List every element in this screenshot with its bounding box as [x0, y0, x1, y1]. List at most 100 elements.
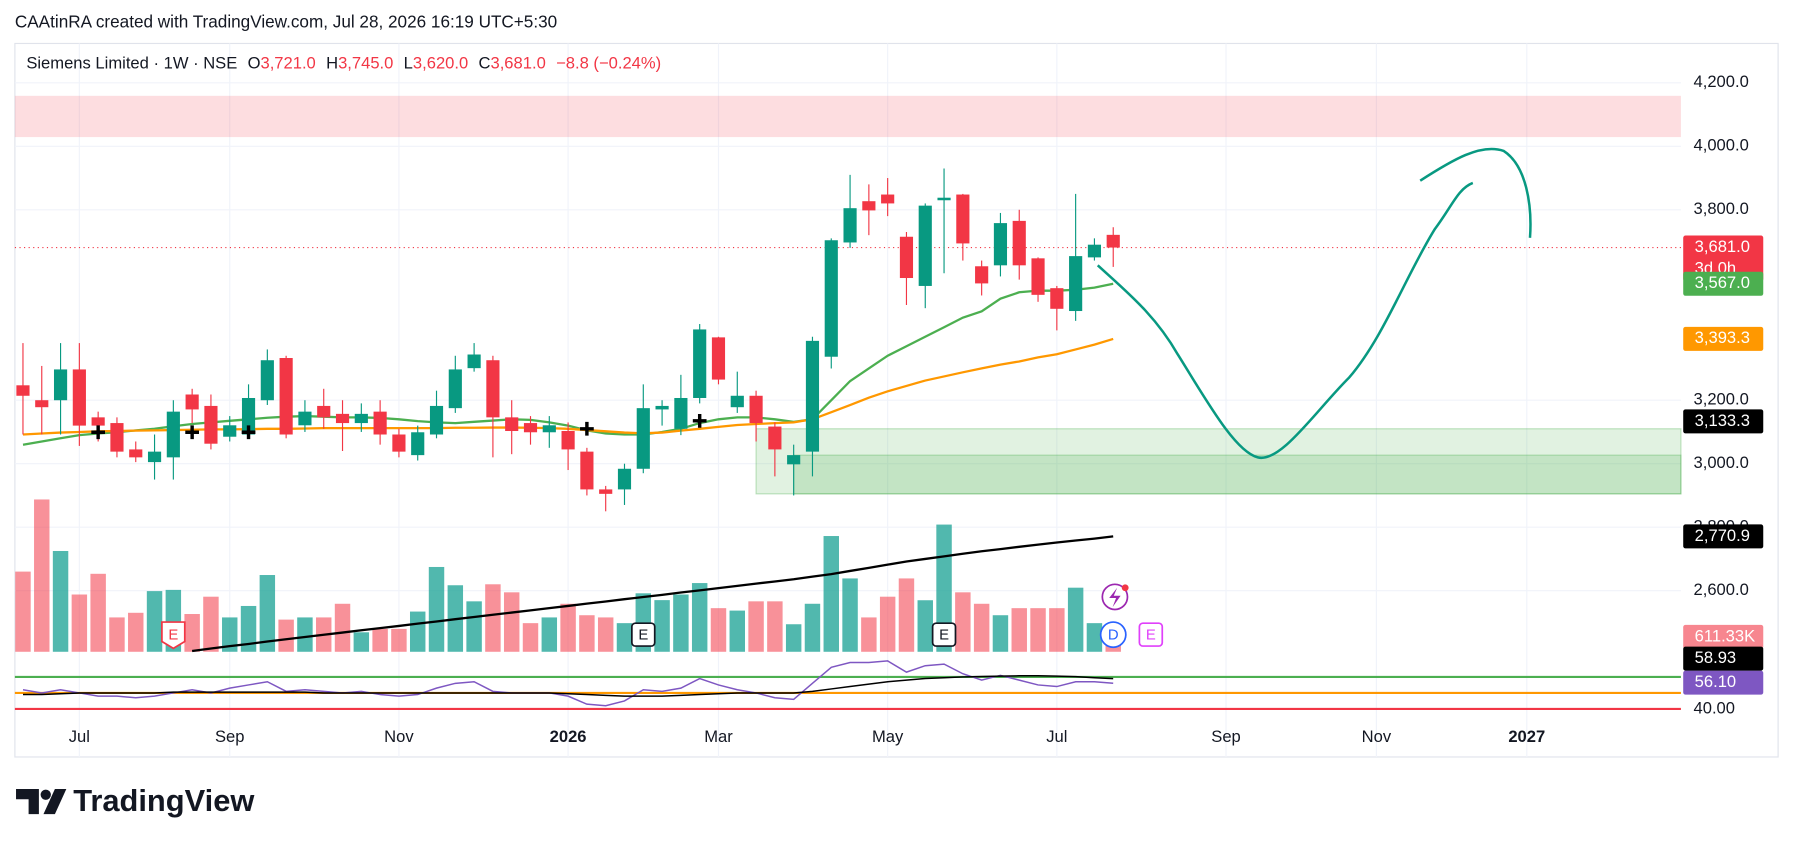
event-label: E: [939, 628, 949, 644]
candle-body: [223, 425, 237, 437]
price-tag: [1683, 670, 1764, 695]
price-tag-label: 2,770.9: [1695, 526, 1750, 545]
candle-body: [373, 411, 387, 435]
candle-body: [824, 240, 838, 357]
volume-bar: [654, 600, 670, 652]
candle-body: [1050, 288, 1064, 309]
volume-bar: [184, 614, 200, 652]
event-label: E: [1146, 628, 1156, 644]
candle-body: [91, 417, 105, 426]
volume-bar: [278, 619, 294, 652]
candle-body: [1012, 220, 1026, 266]
volume-bar: [879, 596, 896, 652]
y-tick-label: 4,200.0: [1694, 72, 1749, 91]
candle-body: [110, 423, 124, 452]
volume-bar: [522, 623, 539, 652]
x-tick-label: Jul: [1046, 727, 1067, 746]
x-tick-label: Nov: [1362, 727, 1392, 746]
volume-bar: [842, 578, 858, 652]
y-tick-label: 2,600.0: [1694, 580, 1749, 599]
candle-body: [655, 405, 669, 410]
volume-bar: [409, 611, 426, 652]
ohlc-key: C: [479, 53, 491, 72]
event-marker: E: [630, 622, 656, 647]
price-tag-label: 611.33K: [1695, 626, 1756, 645]
candle-body: [768, 426, 782, 450]
volume-bar: [240, 605, 257, 652]
brand: TradingView: [73, 783, 255, 818]
volume-bar: [334, 603, 351, 652]
volume-bar: [297, 617, 313, 652]
candle-body: [617, 468, 632, 490]
ohlc-key: O: [248, 53, 261, 72]
event-label: E: [638, 628, 648, 644]
event-badge: [931, 622, 957, 647]
volume-bar: [898, 578, 915, 652]
y-tick-label: 3,200.0: [1694, 390, 1749, 409]
candle-body: [862, 201, 876, 211]
volume-bar: [109, 617, 125, 652]
candle-body: [260, 360, 274, 401]
volume-bar: [1086, 623, 1103, 652]
zone: [755, 428, 1682, 495]
candle-body: [204, 405, 218, 444]
zone: [793, 454, 1682, 495]
candle-body: [147, 451, 162, 463]
volume-bar: [992, 615, 1009, 652]
volume-bar: [804, 603, 821, 652]
volume-bar: [560, 603, 576, 652]
y-tick-label: 3,000.0: [1694, 453, 1749, 472]
candle-body: [298, 411, 312, 426]
zone: [14, 95, 1681, 138]
x-tick-label: May: [872, 727, 904, 746]
volume-bar: [146, 591, 163, 652]
candle-body: [1106, 234, 1120, 248]
candle-body: [35, 400, 49, 408]
candle-body: [1031, 258, 1045, 295]
volume-bar: [748, 601, 764, 652]
volume-bar: [691, 583, 708, 652]
volume-bar: [579, 615, 595, 652]
event-marker: E: [931, 622, 957, 647]
candle-body: [166, 411, 180, 458]
candle-body: [805, 340, 820, 452]
volume-bar: [485, 584, 501, 652]
candle-body: [317, 405, 331, 418]
price-tag: [1683, 271, 1764, 296]
plot: E E E D E3,681.03d 0h3,567.03,393.33,133.32,…: [14, 95, 1764, 710]
candle-body: [185, 394, 199, 410]
volume-bar: [597, 617, 614, 652]
volume-bar: [466, 601, 482, 652]
price-tag: [1683, 235, 1764, 282]
volume-bar: [785, 624, 802, 652]
candle-body: [730, 395, 744, 408]
logo: TradingView: [16, 783, 255, 818]
candle-body: [580, 451, 594, 490]
price-tag: [1683, 409, 1764, 434]
price-tag: [1683, 646, 1764, 671]
candle-body: [993, 223, 1008, 266]
candle-body: [711, 337, 726, 380]
ohlc-value: 3,620.0: [413, 53, 468, 72]
volume-bar: [541, 617, 558, 652]
cross-marker: [185, 425, 200, 440]
candle-body: [561, 431, 575, 450]
event-badge: [630, 622, 656, 647]
volume-bar: [52, 550, 69, 652]
price-tag-label: 3,393.3: [1695, 328, 1750, 347]
x-tick-label: Sep: [215, 727, 245, 746]
ohlc-key: H: [326, 53, 338, 72]
symbol: Siemens Limited · 1W · NSE: [26, 53, 237, 72]
ma-line: [191, 535, 1114, 653]
event-marker: E: [1138, 622, 1164, 647]
ohlc-value: 3,681.0: [490, 53, 545, 72]
event-badge: [161, 621, 186, 650]
rsi-line: [23, 675, 1114, 697]
candle-body: [16, 385, 30, 396]
candle-body: [335, 413, 350, 424]
event-badge: [1138, 622, 1164, 647]
candle-body: [787, 455, 801, 465]
volume-bar: [222, 617, 238, 652]
candle-body: [523, 423, 538, 433]
